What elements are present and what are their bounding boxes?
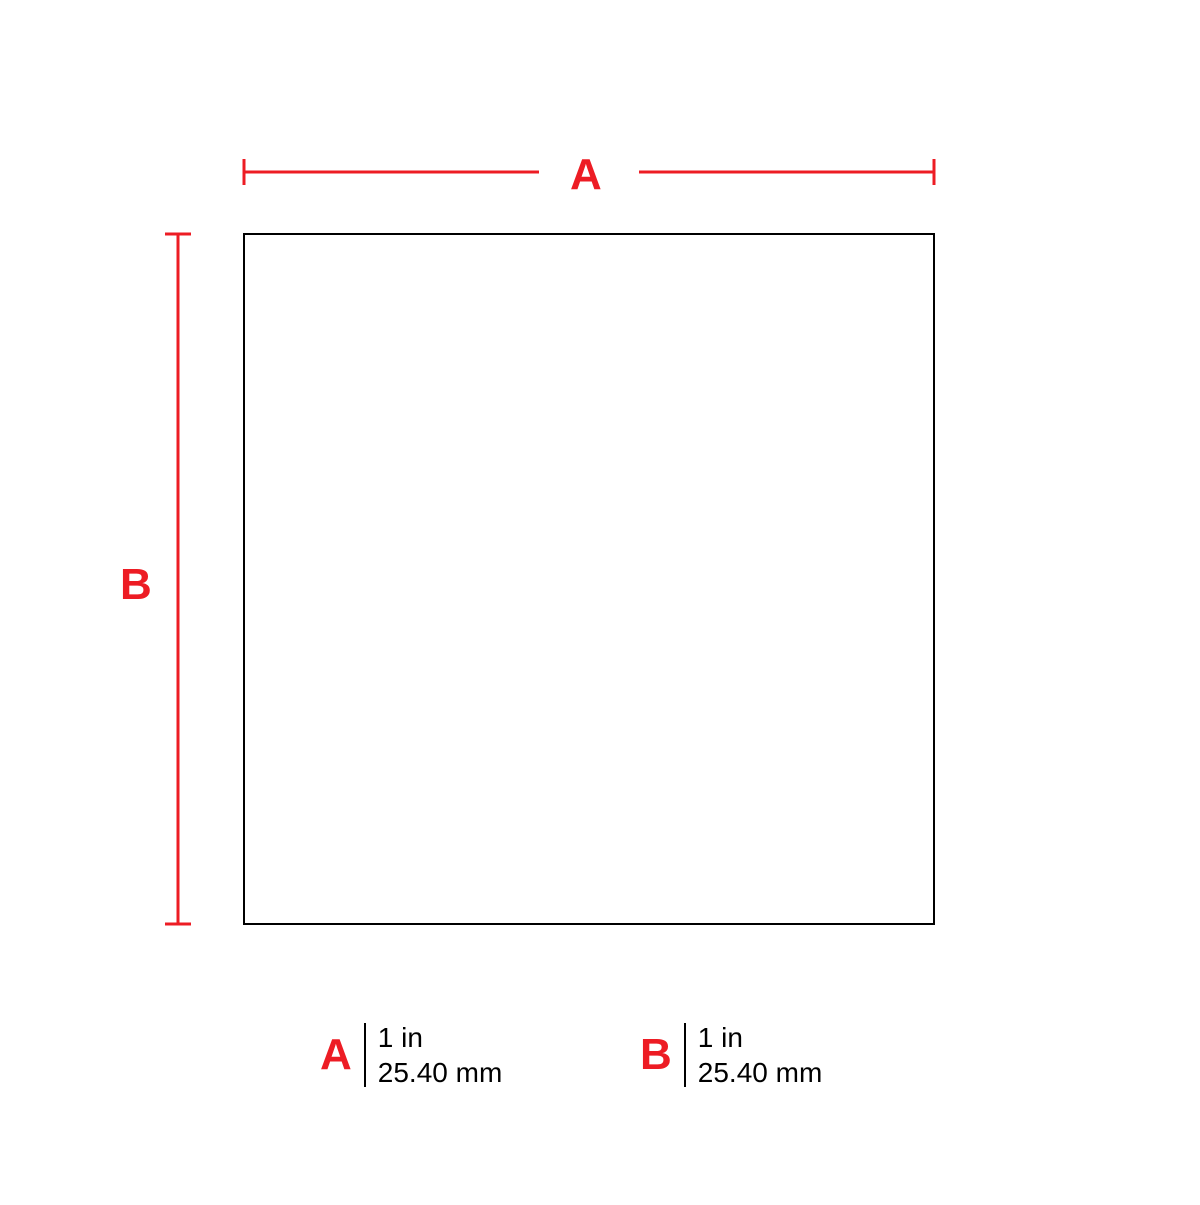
legend-item-b: B 1 in 25.40 mm (640, 1020, 822, 1090)
legend-b-divider (684, 1023, 686, 1087)
legend-b-value-mm: 25.40 mm (698, 1055, 823, 1090)
legend-b-letter: B (640, 1030, 672, 1080)
legend-a-letter: A (320, 1030, 352, 1080)
dimension-b-label: B (120, 560, 152, 610)
legend-item-a: A 1 in 25.40 mm (320, 1020, 502, 1090)
legend-a-value-inches: 1 in (378, 1020, 503, 1055)
dimension-a-label: A (570, 150, 602, 200)
legend-b-values: 1 in 25.40 mm (698, 1020, 823, 1090)
legend-a-divider (364, 1023, 366, 1087)
legend-b-value-inches: 1 in (698, 1020, 823, 1055)
legend-a-values: 1 in 25.40 mm (378, 1020, 503, 1090)
legend-a-value-mm: 25.40 mm (378, 1055, 503, 1090)
dimension-diagram: A B A 1 in 25.40 mm B 1 in 25.40 mm (0, 0, 1200, 1200)
